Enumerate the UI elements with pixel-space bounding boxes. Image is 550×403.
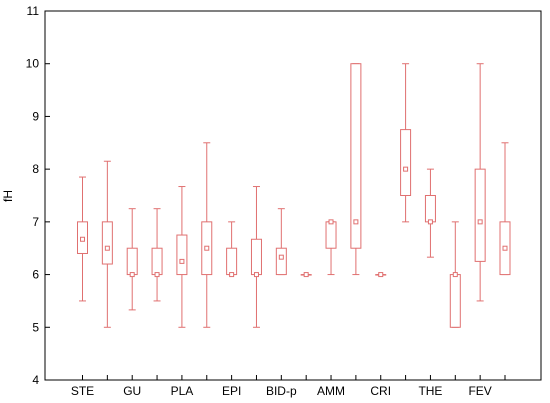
y-tick-label: 9 [32,109,39,123]
box-iqr [101,221,113,265]
y-axis: 4 5 6 7 8 9 10 11 [26,4,50,387]
y-tick-label: 4 [32,373,39,387]
x-tick-label: PLA [171,384,194,398]
box-group [424,168,436,258]
y-tick-label: 6 [32,268,39,282]
box-group [300,272,312,278]
boxes-group [77,63,511,328]
median-marker [328,219,334,225]
box-group [77,176,88,302]
x-tick-label: EPI [222,384,241,398]
median-marker [452,272,458,278]
box-iqr [325,221,337,249]
median-marker [253,272,259,278]
box-group [474,63,486,302]
box-group [325,219,337,276]
box-iqr [275,247,287,276]
box-group [499,142,511,276]
median-marker [303,272,309,278]
y-tick-label: 11 [27,4,40,18]
box-group [250,186,262,328]
box-group [151,208,163,302]
x-axis: STE GU PLA EPI BID-p AMM CRI THE FEV [71,375,506,398]
y-axis-label: fH [1,190,15,202]
median-marker [104,245,110,251]
x-tick-label: THE [418,384,442,398]
median-marker [129,272,135,278]
box-iqr [424,195,436,223]
box-iqr [350,63,362,249]
box-iqr [250,238,262,276]
median-marker [278,254,284,260]
y-tick-label: 10 [26,57,40,71]
x-tick-label: FEV [468,384,491,398]
y-tick-label: 5 [32,320,39,334]
median-marker [502,245,508,251]
box-group [449,221,461,328]
plot-frame [44,10,542,381]
y-tick-label: 7 [32,215,39,229]
median-marker [204,245,210,251]
median-marker [154,272,160,278]
box-group [201,142,213,328]
box-iqr [151,247,163,276]
y-tick-label: 8 [32,162,39,176]
median-marker [179,258,185,264]
x-tick-label: BID-p [266,384,297,398]
x-tick-label: CRI [370,384,391,398]
median-marker [80,236,85,242]
median-marker [229,272,235,278]
box-iqr [176,234,188,276]
box-iqr [126,247,138,276]
x-tick-label: GU [123,384,141,398]
box-group [176,186,188,328]
median-marker [403,166,409,172]
box-group [126,208,138,311]
box-iqr [400,129,412,197]
box-group [275,208,287,276]
box-group [101,160,113,328]
box-group [400,63,412,223]
median-marker [378,272,384,278]
x-tick-label: AMM [317,384,345,398]
box-group [226,221,238,278]
median-marker [427,219,433,225]
box-iqr [449,274,461,328]
x-tick-label: STE [71,384,94,398]
box-group [375,272,387,278]
box-iqr [226,247,238,276]
box-iqr [474,168,486,262]
median-marker [477,219,483,225]
median-marker [353,219,359,225]
box-group [350,63,362,276]
